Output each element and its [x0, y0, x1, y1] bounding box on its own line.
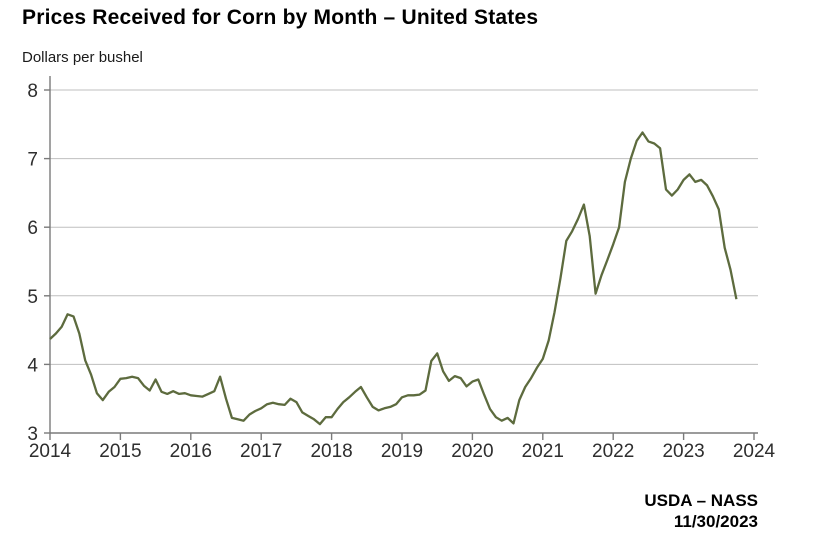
y-tick-label-5: 5: [27, 287, 38, 308]
y-tick-label-8: 8: [27, 81, 38, 102]
x-tick-label-2024: 2024: [733, 441, 776, 462]
x-tick-label-2022: 2022: [592, 441, 634, 462]
y-tick-label-4: 4: [27, 355, 38, 376]
x-tick-label-2018: 2018: [310, 441, 352, 462]
x-tick-label-2015: 2015: [99, 441, 141, 462]
source-agency: USDA – NASS: [644, 491, 758, 510]
chart-title: Prices Received for Corn by Month – Unit…: [22, 6, 539, 29]
x-tick-label-2017: 2017: [240, 441, 282, 462]
price-line: [49, 131, 738, 426]
y-tick-label-6: 6: [27, 218, 38, 239]
x-tick-label-2019: 2019: [381, 441, 423, 462]
x-tick-label-2020: 2020: [451, 441, 493, 462]
x-tick-label-2021: 2021: [522, 441, 564, 462]
y-tick-label-3: 3: [27, 424, 38, 445]
x-tick-label-2023: 2023: [662, 441, 704, 462]
source-block: USDA – NASS 11/30/2023: [644, 490, 758, 532]
y-axis-units-label: Dollars per bushel: [22, 49, 143, 66]
y-tick-label-7: 7: [27, 150, 38, 171]
x-tick-label-2014: 2014: [29, 441, 72, 462]
corn-price-line-chart: 3 4 5 6 7 8 2014 2015 2016 2017 2018 2019 2020 2021 20…: [27, 76, 776, 462]
x-tick-label-2016: 2016: [170, 441, 212, 462]
source-date: 11/30/2023: [673, 512, 758, 531]
